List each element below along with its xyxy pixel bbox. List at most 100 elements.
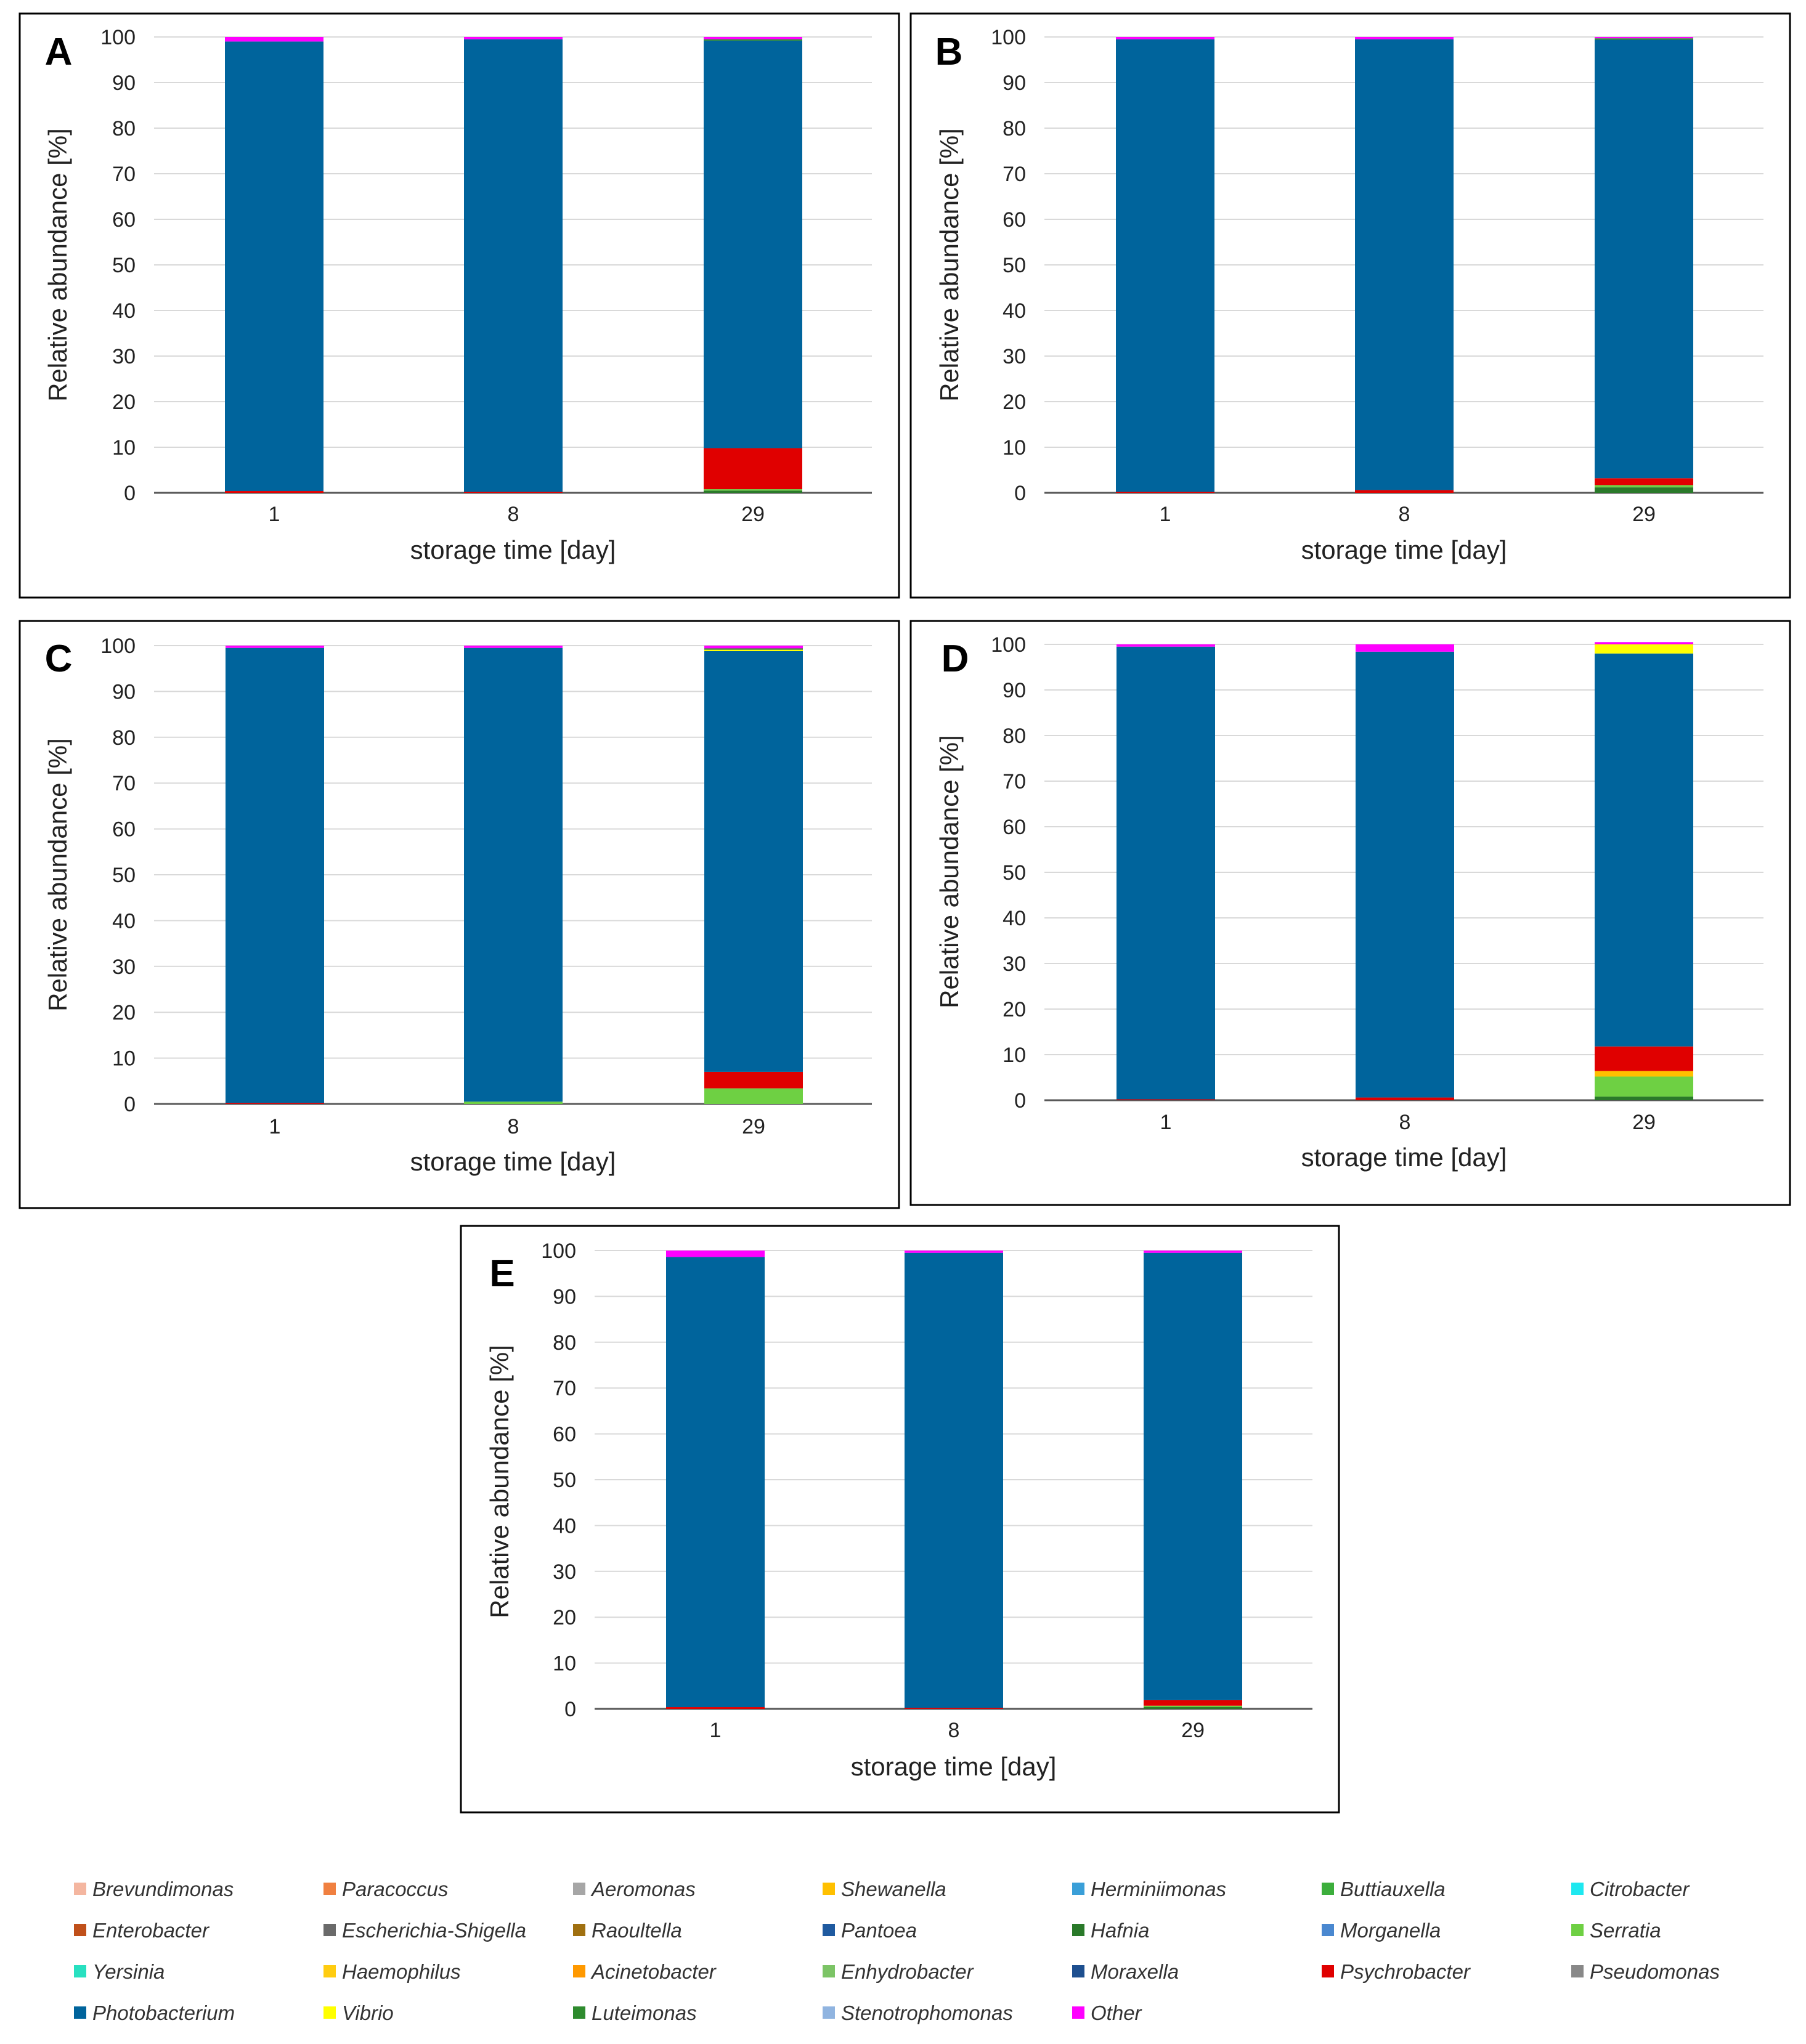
y-tick-label: 50 [112,864,136,887]
bar-segment-other-day-8 [905,1251,1003,1253]
legend-label: Buttiauxella [1340,1878,1446,1900]
legend-item: Yersinia [74,1960,165,1983]
legend-swatch [1072,1965,1084,1977]
x-tick-label: 1 [1160,503,1171,526]
x-tick-label: 1 [269,503,280,526]
y-tick-label: 50 [1003,861,1026,885]
y-tick-label: 90 [1003,71,1026,95]
legend-swatch [573,1883,585,1895]
y-tick-label: 60 [553,1423,576,1446]
bar-segment-other-day-8 [464,646,563,648]
bar-segment-photobacterium-day-1 [1116,39,1214,492]
legend-label: Paracoccus [342,1878,448,1900]
legend-item: Brevundimonas [74,1878,234,1900]
y-tick-label: 100 [991,633,1026,657]
bar-segment-other-day-29 [1595,37,1693,39]
panel-frame [909,12,1791,599]
panel-frame [909,620,1791,1206]
x-tick-label: 8 [1399,503,1410,526]
legend-label: Hafnia [1091,1919,1149,1942]
legend-label: Enhydrobacter [841,1960,975,1983]
y-tick-label: 90 [1003,679,1026,702]
y-tick-label: 70 [1003,770,1026,793]
legend-swatch [573,1924,585,1936]
legend-swatch [573,1965,585,1977]
x-tick-label: 1 [1160,1111,1172,1134]
legend-item: Haemophilus [323,1960,461,1983]
bar-segment-photobacterium-day-29 [704,651,803,1072]
legend-label: Herminiimonas [1091,1878,1226,1900]
legend-swatch [74,1883,86,1895]
legend-label: Citrobacter [1590,1878,1690,1900]
y-tick-label: 80 [553,1331,576,1355]
y-tick-label: 90 [112,71,136,95]
x-tick-label: 8 [508,503,519,526]
x-tick-label: 1 [710,1719,722,1742]
bar-segment-photobacterium-day-1 [226,647,324,1103]
x-tick-label: 29 [741,503,765,526]
bar-segment-luteimonas-day-29 [1595,38,1693,40]
y-tick-label: 10 [112,436,136,460]
bar-segment-other-day-1 [225,37,323,42]
y-tick-label: 10 [1003,436,1026,460]
legend-swatch [1322,1924,1334,1936]
y-tick-label: 50 [1003,254,1026,277]
bar-segment-serratia-day-29 [1595,1076,1693,1097]
legend-swatch [323,1883,336,1895]
y-tick-label: 10 [112,1047,136,1071]
bar-segment-shewanella-day-29 [1595,1071,1693,1077]
bar-segment-hafnia-day-29 [704,490,802,493]
y-tick-label: 80 [1003,724,1026,748]
y-tick-label: 20 [553,1606,576,1629]
panel-label: C [45,638,73,680]
legend-item: Buttiauxella [1322,1878,1446,1900]
legend-label: Aeromonas [590,1878,696,1900]
bar-segment-other-day-1 [1117,644,1215,647]
y-tick-label: 20 [1003,391,1026,414]
legend-swatch [1571,1883,1584,1895]
legend-label: Haemophilus [342,1960,461,1983]
bar-segment-photobacterium-day-8 [1355,39,1454,490]
y-tick-label: 30 [1003,952,1026,976]
bar-segment-photobacterium-day-8 [464,39,563,492]
legend-item: Photobacterium [74,2001,235,2024]
legend-swatch [1322,1883,1334,1895]
legend-item: Vibrio [323,2001,394,2024]
panel-label: B [935,31,963,73]
legend-label: Photobacterium [92,2001,235,2024]
y-axis-title: Relative abundance [%] [485,1345,514,1618]
legend-item: Paracoccus [323,1878,448,1900]
y-tick-label: 30 [112,345,136,368]
legend-swatch [823,1924,835,1936]
y-tick-label: 60 [112,208,136,232]
bar-segment-other-day-29 [1595,642,1693,644]
bar-segment-psychrobacter-day-1 [666,1707,765,1709]
y-tick-label: 90 [553,1285,576,1308]
legend: Brevundimonas Paracoccus Aeromonas Shewanel… [74,1878,1720,2024]
bar-segment-serratia-day-29 [704,1088,803,1104]
legend-item: Psychrobacter [1322,1960,1471,1983]
legend-swatch [74,1965,86,1977]
legend-item: Pseudomonas [1571,1960,1720,1983]
legend-item: Enhydrobacter [823,1960,975,1983]
legend-label: Moraxella [1091,1960,1179,1983]
legend-label: Stenotrophomonas [841,2001,1013,2024]
y-axis-title: Relative abundance [%] [43,128,72,402]
bar-segment-luteimonas-day-29 [704,648,803,650]
legend-label: Vibrio [342,2001,394,2024]
legend-label: Psychrobacter [1340,1960,1471,1983]
bar-segment-psychrobacter-day-8 [464,492,563,493]
y-tick-label: 100 [991,26,1026,49]
bar-segment-psychrobacter-day-8 [1356,1097,1454,1100]
x-axis-title: storage time [day] [1301,1143,1507,1172]
bar-segment-serratia-day-29 [1595,485,1693,488]
y-tick-label: 70 [112,772,136,795]
chart-panel-a: 0 10 20 30 40 50 60 70 80 90 100 1 8 29 storage time [… [18,12,900,599]
y-tick-label: 100 [100,26,136,49]
legend-swatch [1322,1965,1334,1977]
legend-swatch [74,2006,86,2019]
chart-panel-e: 0 10 20 30 40 50 60 70 80 90 100 1 8 29 storage time [… [460,1225,1340,1814]
legend-label: Pseudomonas [1590,1960,1720,1983]
legend-label: Raoultella [592,1919,682,1942]
bar-segment-psychrobacter-day-29 [704,1071,803,1089]
